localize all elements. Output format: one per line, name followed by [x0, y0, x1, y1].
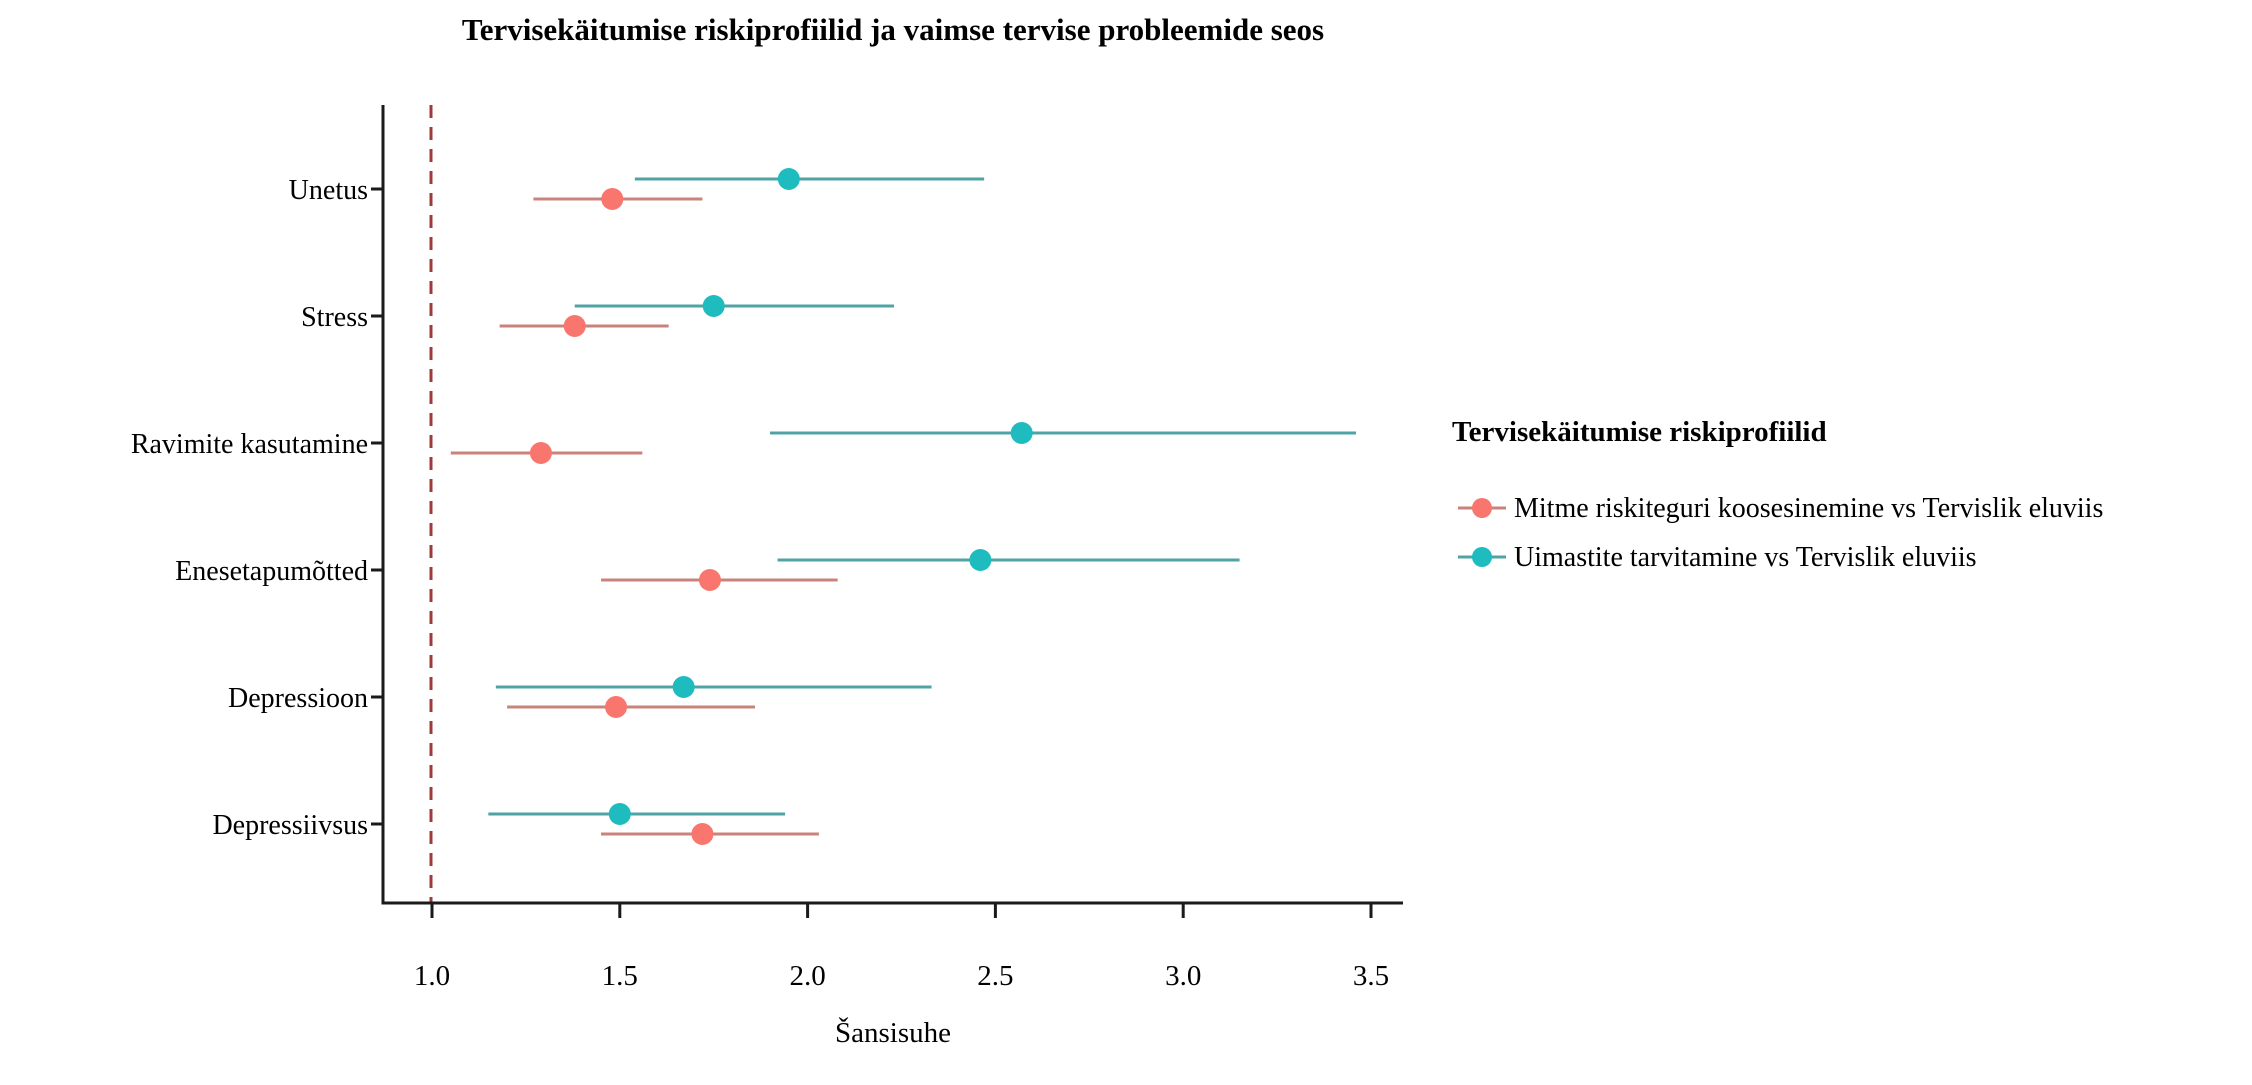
data-point	[1010, 422, 1033, 444]
category-label: Depressiivsus	[212, 810, 368, 841]
category-label: Stress	[301, 302, 368, 333]
data-point	[691, 823, 714, 845]
data-point	[969, 549, 992, 571]
data-point	[563, 315, 586, 337]
data-point	[529, 442, 552, 464]
x-axis-tick-labels: 1.0 1.5 2.0 2.5 3.0 3.5	[414, 960, 1389, 992]
data-point	[601, 188, 624, 210]
y-axis-ticks	[371, 187, 384, 826]
category-label: Ravimite kasutamine	[131, 429, 368, 460]
legend-entry-label: Uimastite tarvitamine vs Tervislik eluvi…	[1514, 542, 1977, 573]
data-point	[608, 803, 631, 825]
y-axis-labels: Unetus Stress Ravimite kasutamine Enesetapu…	[131, 175, 368, 841]
x-tick-label: 3.0	[1165, 960, 1201, 992]
category-label: Depressioon	[228, 683, 368, 714]
legend-entry-risk-accumulation: Mitme riskiteguri koosesinemine vs Tervi…	[1458, 493, 2103, 524]
category-label: Enesetapumõtted	[175, 556, 368, 587]
x-tick-label: 2.0	[789, 960, 825, 992]
data-point	[702, 295, 725, 317]
legend-key-dot	[1472, 498, 1492, 518]
chart-title: Tervisekäitumise riskiprofiilid ja vaims…	[462, 12, 1324, 47]
x-tick-label: 2.5	[977, 960, 1013, 992]
x-axis-ticks	[430, 903, 1373, 918]
pointrange-series	[450, 168, 1356, 845]
legend-entry-label: Mitme riskiteguri koosesinemine vs Tervi…	[1514, 493, 2103, 524]
data-point	[672, 676, 695, 698]
x-axis-label: Šansisuhe	[835, 1016, 951, 1049]
x-tick-label: 1.0	[414, 960, 450, 992]
x-tick-label: 1.5	[602, 960, 638, 992]
legend: Tervisekäitumise riskiprofiilid Mitme ri…	[1452, 416, 2103, 573]
x-tick-label: 3.5	[1353, 960, 1389, 992]
data-point	[605, 696, 628, 718]
category-label: Unetus	[289, 175, 368, 206]
legend-title: Tervisekäitumise riskiprofiilid	[1452, 416, 1827, 448]
data-point	[777, 168, 800, 190]
data-point	[698, 569, 721, 591]
legend-key-dot	[1472, 547, 1492, 567]
legend-entry-substance-use: Uimastite tarvitamine vs Tervislik eluvi…	[1458, 542, 1977, 573]
